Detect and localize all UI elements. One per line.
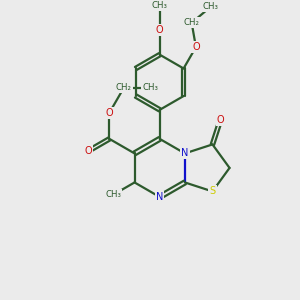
Text: S: S	[209, 186, 215, 197]
Text: CH₂: CH₂	[184, 18, 200, 27]
Text: CH₃: CH₃	[202, 2, 219, 11]
Text: O: O	[84, 146, 92, 156]
Text: CH₃: CH₃	[152, 1, 168, 10]
Text: O: O	[156, 25, 164, 35]
Text: CH₃: CH₃	[105, 190, 121, 199]
Text: O: O	[106, 108, 113, 118]
Text: CH₂: CH₂	[116, 83, 132, 92]
Text: N: N	[181, 148, 188, 158]
Text: N: N	[156, 192, 164, 202]
Text: O: O	[217, 115, 224, 124]
Text: O: O	[192, 42, 200, 52]
Text: CH₃: CH₃	[142, 83, 158, 92]
